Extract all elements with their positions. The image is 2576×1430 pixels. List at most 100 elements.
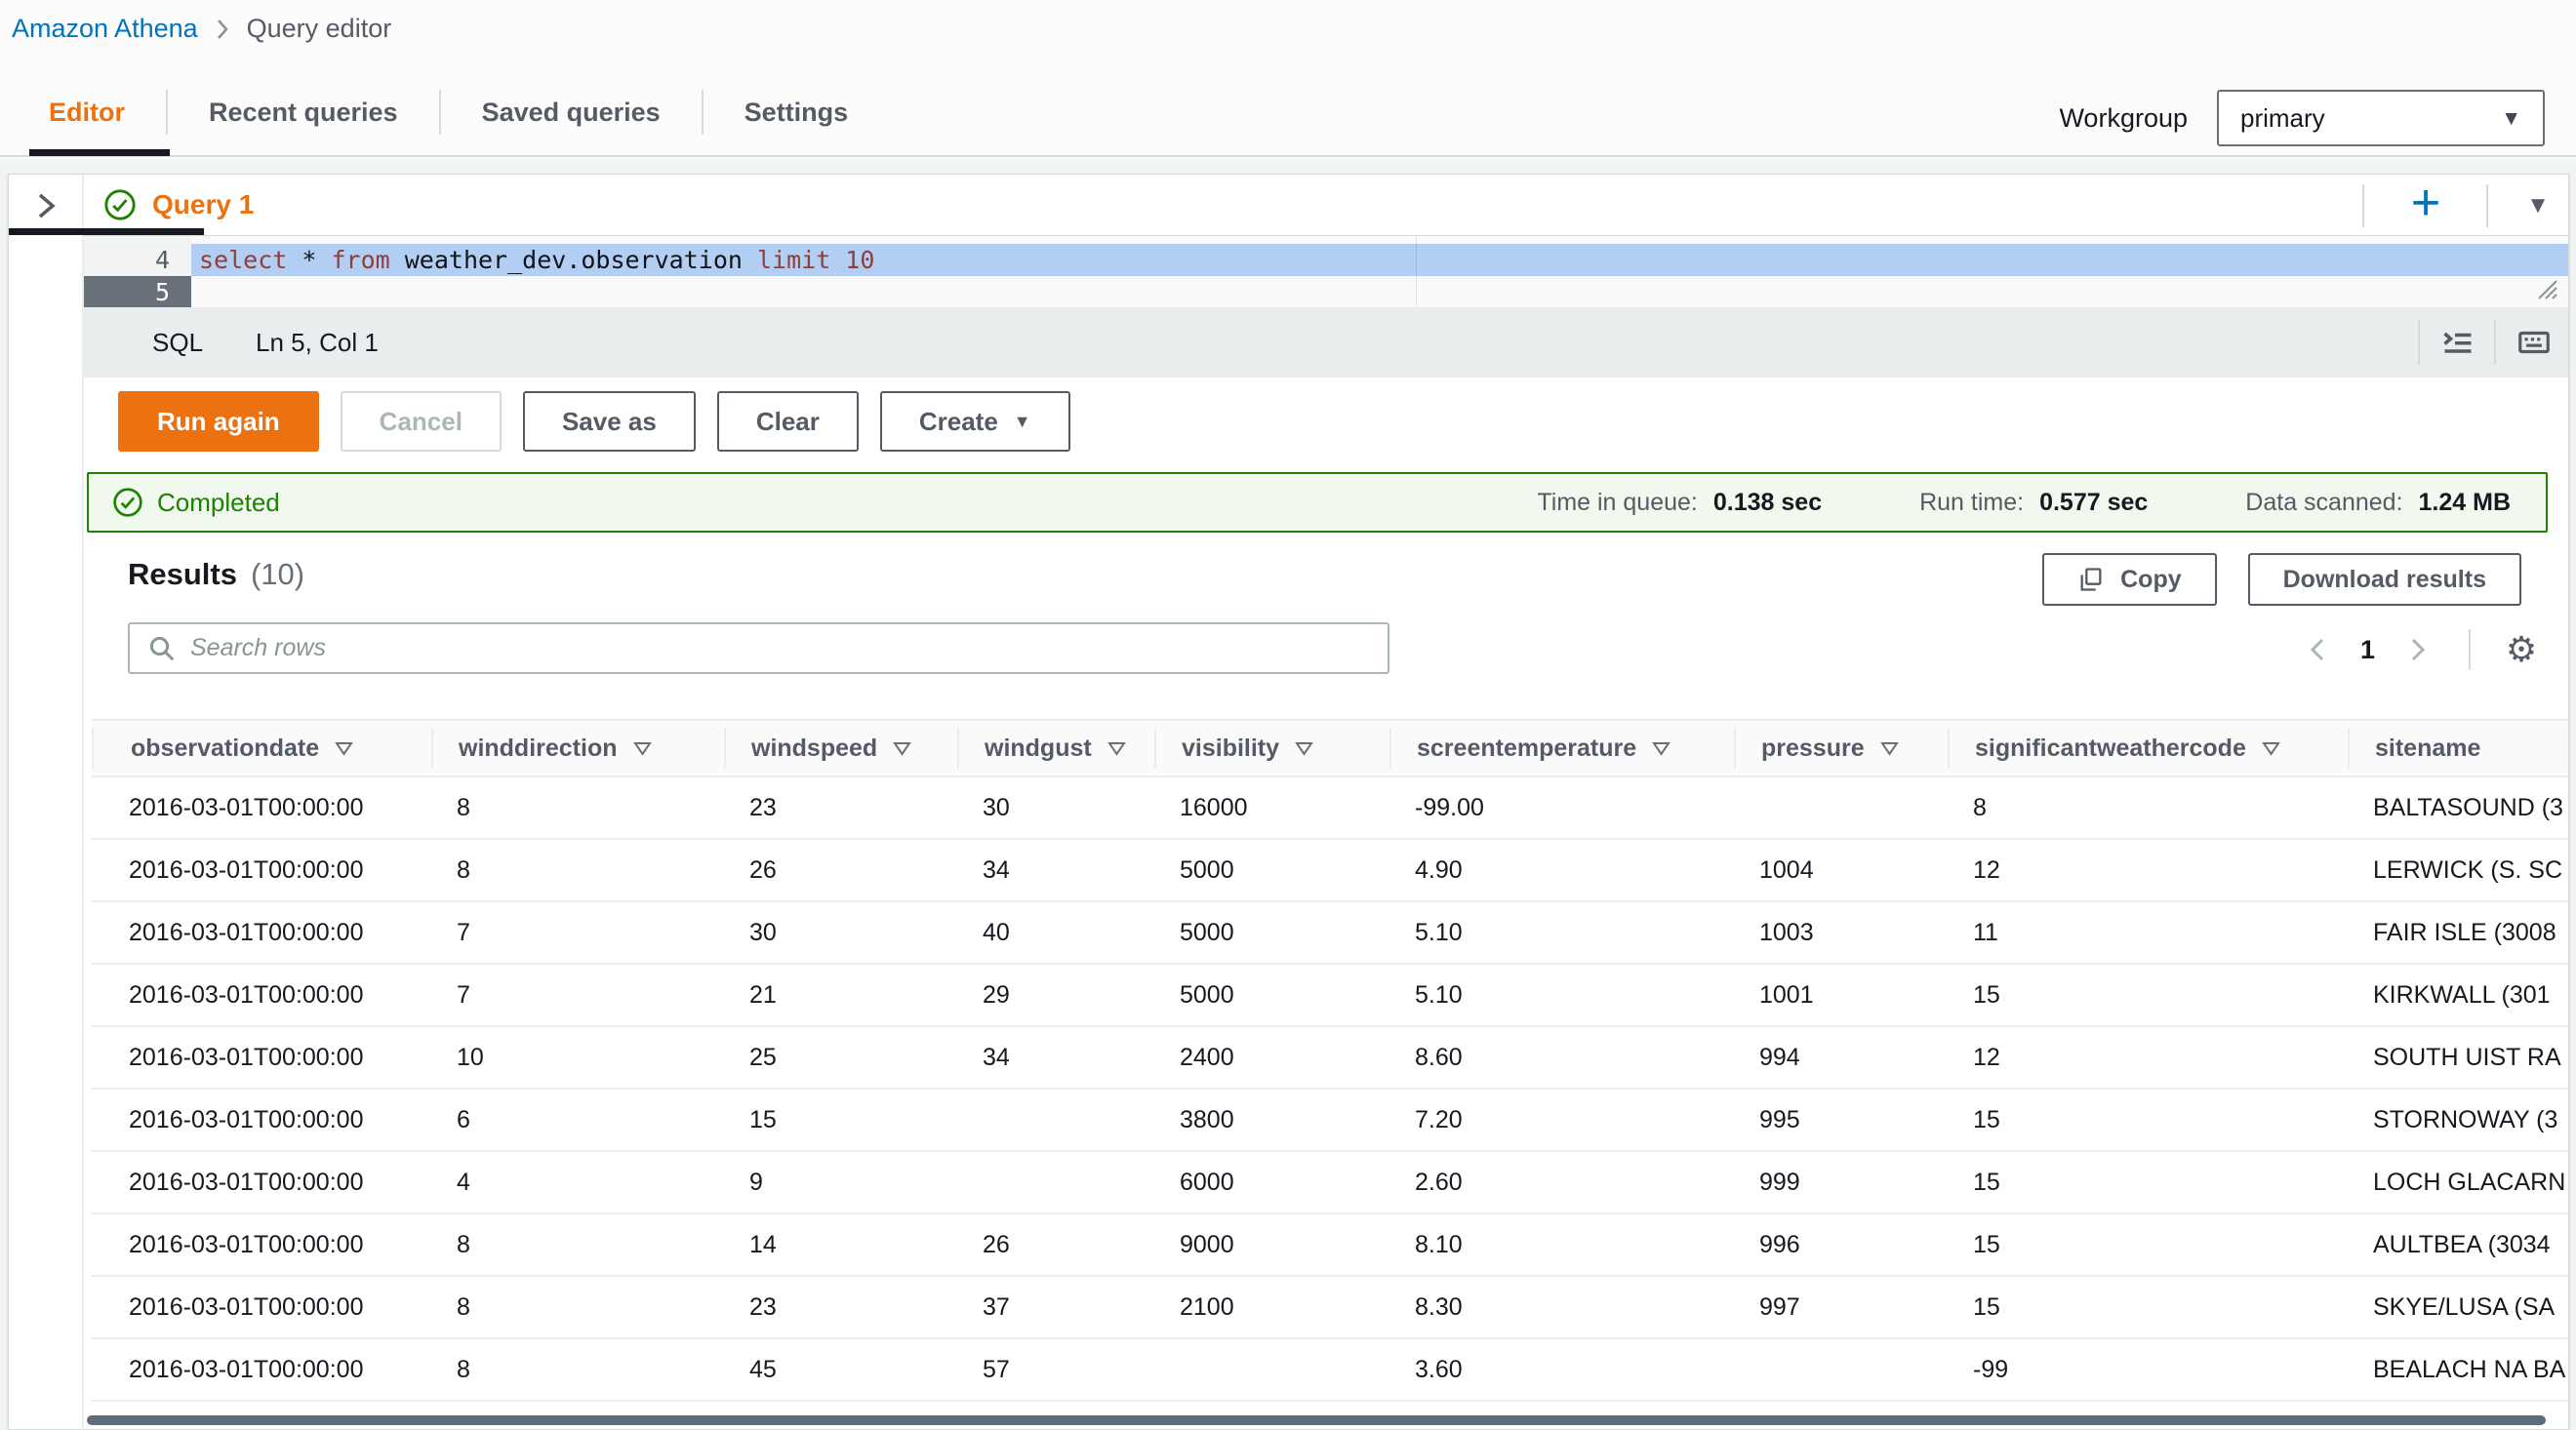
tab-divider bbox=[701, 90, 704, 135]
table-cell: 997 bbox=[1759, 1292, 1800, 1321]
table-cell: 15 bbox=[1973, 1292, 2000, 1321]
chevron-down-icon: ▼ bbox=[2526, 192, 2550, 218]
copy-icon bbox=[2080, 568, 2102, 591]
search-rows-input[interactable] bbox=[190, 634, 1370, 662]
filter-icon[interactable] bbox=[1107, 741, 1126, 756]
results-header: Results (10) bbox=[128, 557, 304, 592]
run-again-button[interactable]: Run again bbox=[118, 391, 319, 452]
new-query-tab-button[interactable]: + bbox=[2396, 175, 2455, 231]
filter-icon[interactable] bbox=[632, 741, 652, 756]
code-token: 10 bbox=[830, 246, 875, 274]
selection-highlight bbox=[191, 244, 2568, 276]
filter-icon[interactable] bbox=[893, 741, 912, 756]
download-results-button[interactable]: Download results bbox=[2247, 553, 2521, 606]
active-tab-underline bbox=[29, 149, 170, 156]
table-cell: 25 bbox=[749, 1043, 777, 1071]
query-tab[interactable]: Query 1 bbox=[103, 188, 254, 221]
table-cell: 15 bbox=[1973, 1168, 2000, 1196]
table-cell: 8 bbox=[457, 793, 470, 821]
code-token: select bbox=[199, 246, 288, 274]
table-cell: 8.60 bbox=[1415, 1043, 1463, 1071]
column-label: pressure bbox=[1761, 734, 1865, 762]
table-cell: -99.00 bbox=[1415, 793, 1484, 821]
keyboard-shortcuts-button[interactable] bbox=[2515, 323, 2554, 362]
next-page-button[interactable] bbox=[2400, 630, 2435, 669]
chevron-right-icon bbox=[2411, 638, 2426, 661]
print-margin-line bbox=[1416, 236, 1417, 307]
table-cell: 8 bbox=[457, 1292, 470, 1321]
tab-settings[interactable]: Settings bbox=[744, 97, 849, 127]
create-button[interactable]: Create ▼ bbox=[879, 391, 1070, 452]
table-cell: 29 bbox=[983, 980, 1010, 1009]
table-cell: 26 bbox=[983, 1230, 1010, 1258]
table-row: 2016-03-01T00:00:00 10 25 34 2400 8.60 994 12 SO… bbox=[92, 1027, 2568, 1090]
line-number: 4 bbox=[154, 246, 170, 274]
query-tabs-menu-button[interactable]: ▼ bbox=[2514, 188, 2562, 223]
sql-code-editor[interactable]: 4 5 select * from weather_dev.observatio… bbox=[84, 235, 2568, 308]
table-cell: 7 bbox=[457, 918, 470, 946]
breadcrumb-link-amazon-athena[interactable]: Amazon Athena bbox=[12, 14, 198, 43]
expand-sidebar-button[interactable] bbox=[26, 186, 65, 225]
active-query-tab-underline bbox=[9, 228, 204, 235]
table-cell: 2400 bbox=[1180, 1043, 1234, 1071]
column-header-screentemperature: screentemperature bbox=[1389, 728, 1734, 769]
results-title: Results bbox=[128, 557, 237, 591]
stat-label: Run time: bbox=[1919, 488, 2025, 516]
table-body: 2016-03-01T00:00:00 8 23 30 16000 -99.00 8 BALT… bbox=[92, 777, 2568, 1402]
filter-icon[interactable] bbox=[335, 741, 354, 756]
results-preferences-button[interactable]: ⚙ bbox=[2504, 630, 2539, 669]
toolbar-divider bbox=[2486, 184, 2488, 227]
status-bar-divider bbox=[2494, 320, 2496, 365]
table-cell: SOUTH UIST RA bbox=[2373, 1043, 2561, 1071]
check-circle-icon bbox=[113, 488, 142, 517]
table-cell: 9 bbox=[749, 1168, 763, 1196]
copy-button[interactable]: Copy bbox=[2042, 553, 2217, 606]
workgroup-select[interactable]: primary ▼ bbox=[2217, 90, 2545, 146]
page-number[interactable]: 1 bbox=[2360, 634, 2376, 664]
column-label: screentemperature bbox=[1417, 734, 1637, 762]
code-line-content: select * from weather_dev.observation li… bbox=[199, 244, 874, 276]
table-cell: AULTBEA (3034 bbox=[2373, 1230, 2551, 1258]
line-number-gutter: 4 5 bbox=[84, 236, 191, 308]
previous-page-button[interactable] bbox=[2300, 630, 2335, 669]
filter-icon[interactable] bbox=[1879, 741, 1899, 756]
column-label: significantweathercode bbox=[1975, 734, 2246, 762]
table-cell: 57 bbox=[983, 1355, 1010, 1383]
tab-saved-queries[interactable]: Saved queries bbox=[481, 97, 661, 127]
table-cell: 15 bbox=[1973, 980, 2000, 1009]
clear-button[interactable]: Clear bbox=[716, 391, 859, 452]
table-cell: 3.60 bbox=[1415, 1355, 1463, 1383]
table-cell: 30 bbox=[983, 793, 1010, 821]
format-query-button[interactable] bbox=[2438, 323, 2477, 362]
table-cell: 2016-03-01T00:00:00 bbox=[129, 855, 364, 884]
column-label: sitename bbox=[2375, 734, 2481, 762]
table-cell: 21 bbox=[749, 980, 777, 1009]
filter-icon[interactable] bbox=[1295, 741, 1313, 756]
table-row: 2016-03-01T00:00:00 8 45 57 3.60 -99 BEALACH N… bbox=[92, 1339, 2568, 1402]
table-cell: 2.60 bbox=[1415, 1168, 1463, 1196]
table-cell: SKYE/LUSA (SA bbox=[2373, 1292, 2556, 1321]
results-table: observationdate winddirection windspeed … bbox=[92, 719, 2568, 1402]
table-cell: -99 bbox=[1973, 1355, 2009, 1383]
filter-icon[interactable] bbox=[2261, 741, 2280, 756]
tab-editor[interactable]: Editor bbox=[49, 97, 125, 127]
filter-icon[interactable] bbox=[1652, 741, 1671, 756]
code-token: from bbox=[331, 246, 390, 274]
toolbar-divider bbox=[2362, 184, 2364, 227]
column-header-pressure: pressure bbox=[1734, 728, 1948, 769]
editor-resize-handle[interactable] bbox=[2533, 275, 2558, 305]
table-cell: 1004 bbox=[1759, 855, 1814, 884]
cancel-button[interactable]: Cancel bbox=[340, 391, 502, 452]
workgroup-control: Workgroup primary ▼ bbox=[2059, 90, 2545, 146]
workgroup-selected-value: primary bbox=[2240, 102, 2325, 133]
stat-value: 1.24 MB bbox=[2418, 488, 2511, 516]
column-header-sitename: sitename bbox=[2348, 728, 2568, 769]
table-cell: 12 bbox=[1973, 1043, 2000, 1071]
table-row: 2016-03-01T00:00:00 4 9 6000 2.60 999 15 LOCH G… bbox=[92, 1152, 2568, 1214]
save-as-button[interactable]: Save as bbox=[522, 391, 696, 452]
horizontal-scrollbar-thumb[interactable] bbox=[87, 1415, 2546, 1425]
table-cell: 3800 bbox=[1180, 1105, 1234, 1133]
table-cell: 8 bbox=[457, 855, 470, 884]
table-cell: 2016-03-01T00:00:00 bbox=[129, 1105, 364, 1133]
tab-recent-queries[interactable]: Recent queries bbox=[209, 97, 398, 127]
